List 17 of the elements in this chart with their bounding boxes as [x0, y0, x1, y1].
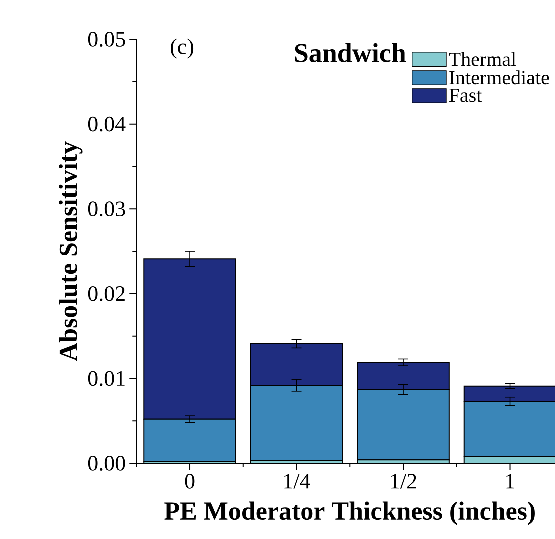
legend-label: Intermediate: [450, 70, 550, 85]
y-axis-title: Absolute Sensitivity: [59, 142, 83, 362]
chart-title: Sandwich: [295, 43, 406, 62]
y-tick-label: 0.00: [88, 456, 126, 472]
y-tick-label: 0.02: [88, 286, 125, 302]
x-tick-label: 1: [506, 474, 514, 489]
x-tick-label: 0: [185, 474, 195, 489]
x-axis-title: PE Moderator Thickness (inches): [164, 502, 535, 526]
legend-label: Fast: [449, 88, 482, 102]
y-tick-label: 0.05: [88, 32, 126, 48]
y-tick-label: 0.04: [88, 116, 126, 132]
x-tick-label: 1/4: [284, 474, 310, 489]
y-tick-label: 0.01: [88, 371, 125, 386]
x-tick-label: 1/2: [391, 474, 416, 489]
y-tick-label: 0.03: [88, 202, 126, 217]
legend-label: Thermal: [449, 52, 516, 66]
annotation: (c): [171, 38, 194, 59]
